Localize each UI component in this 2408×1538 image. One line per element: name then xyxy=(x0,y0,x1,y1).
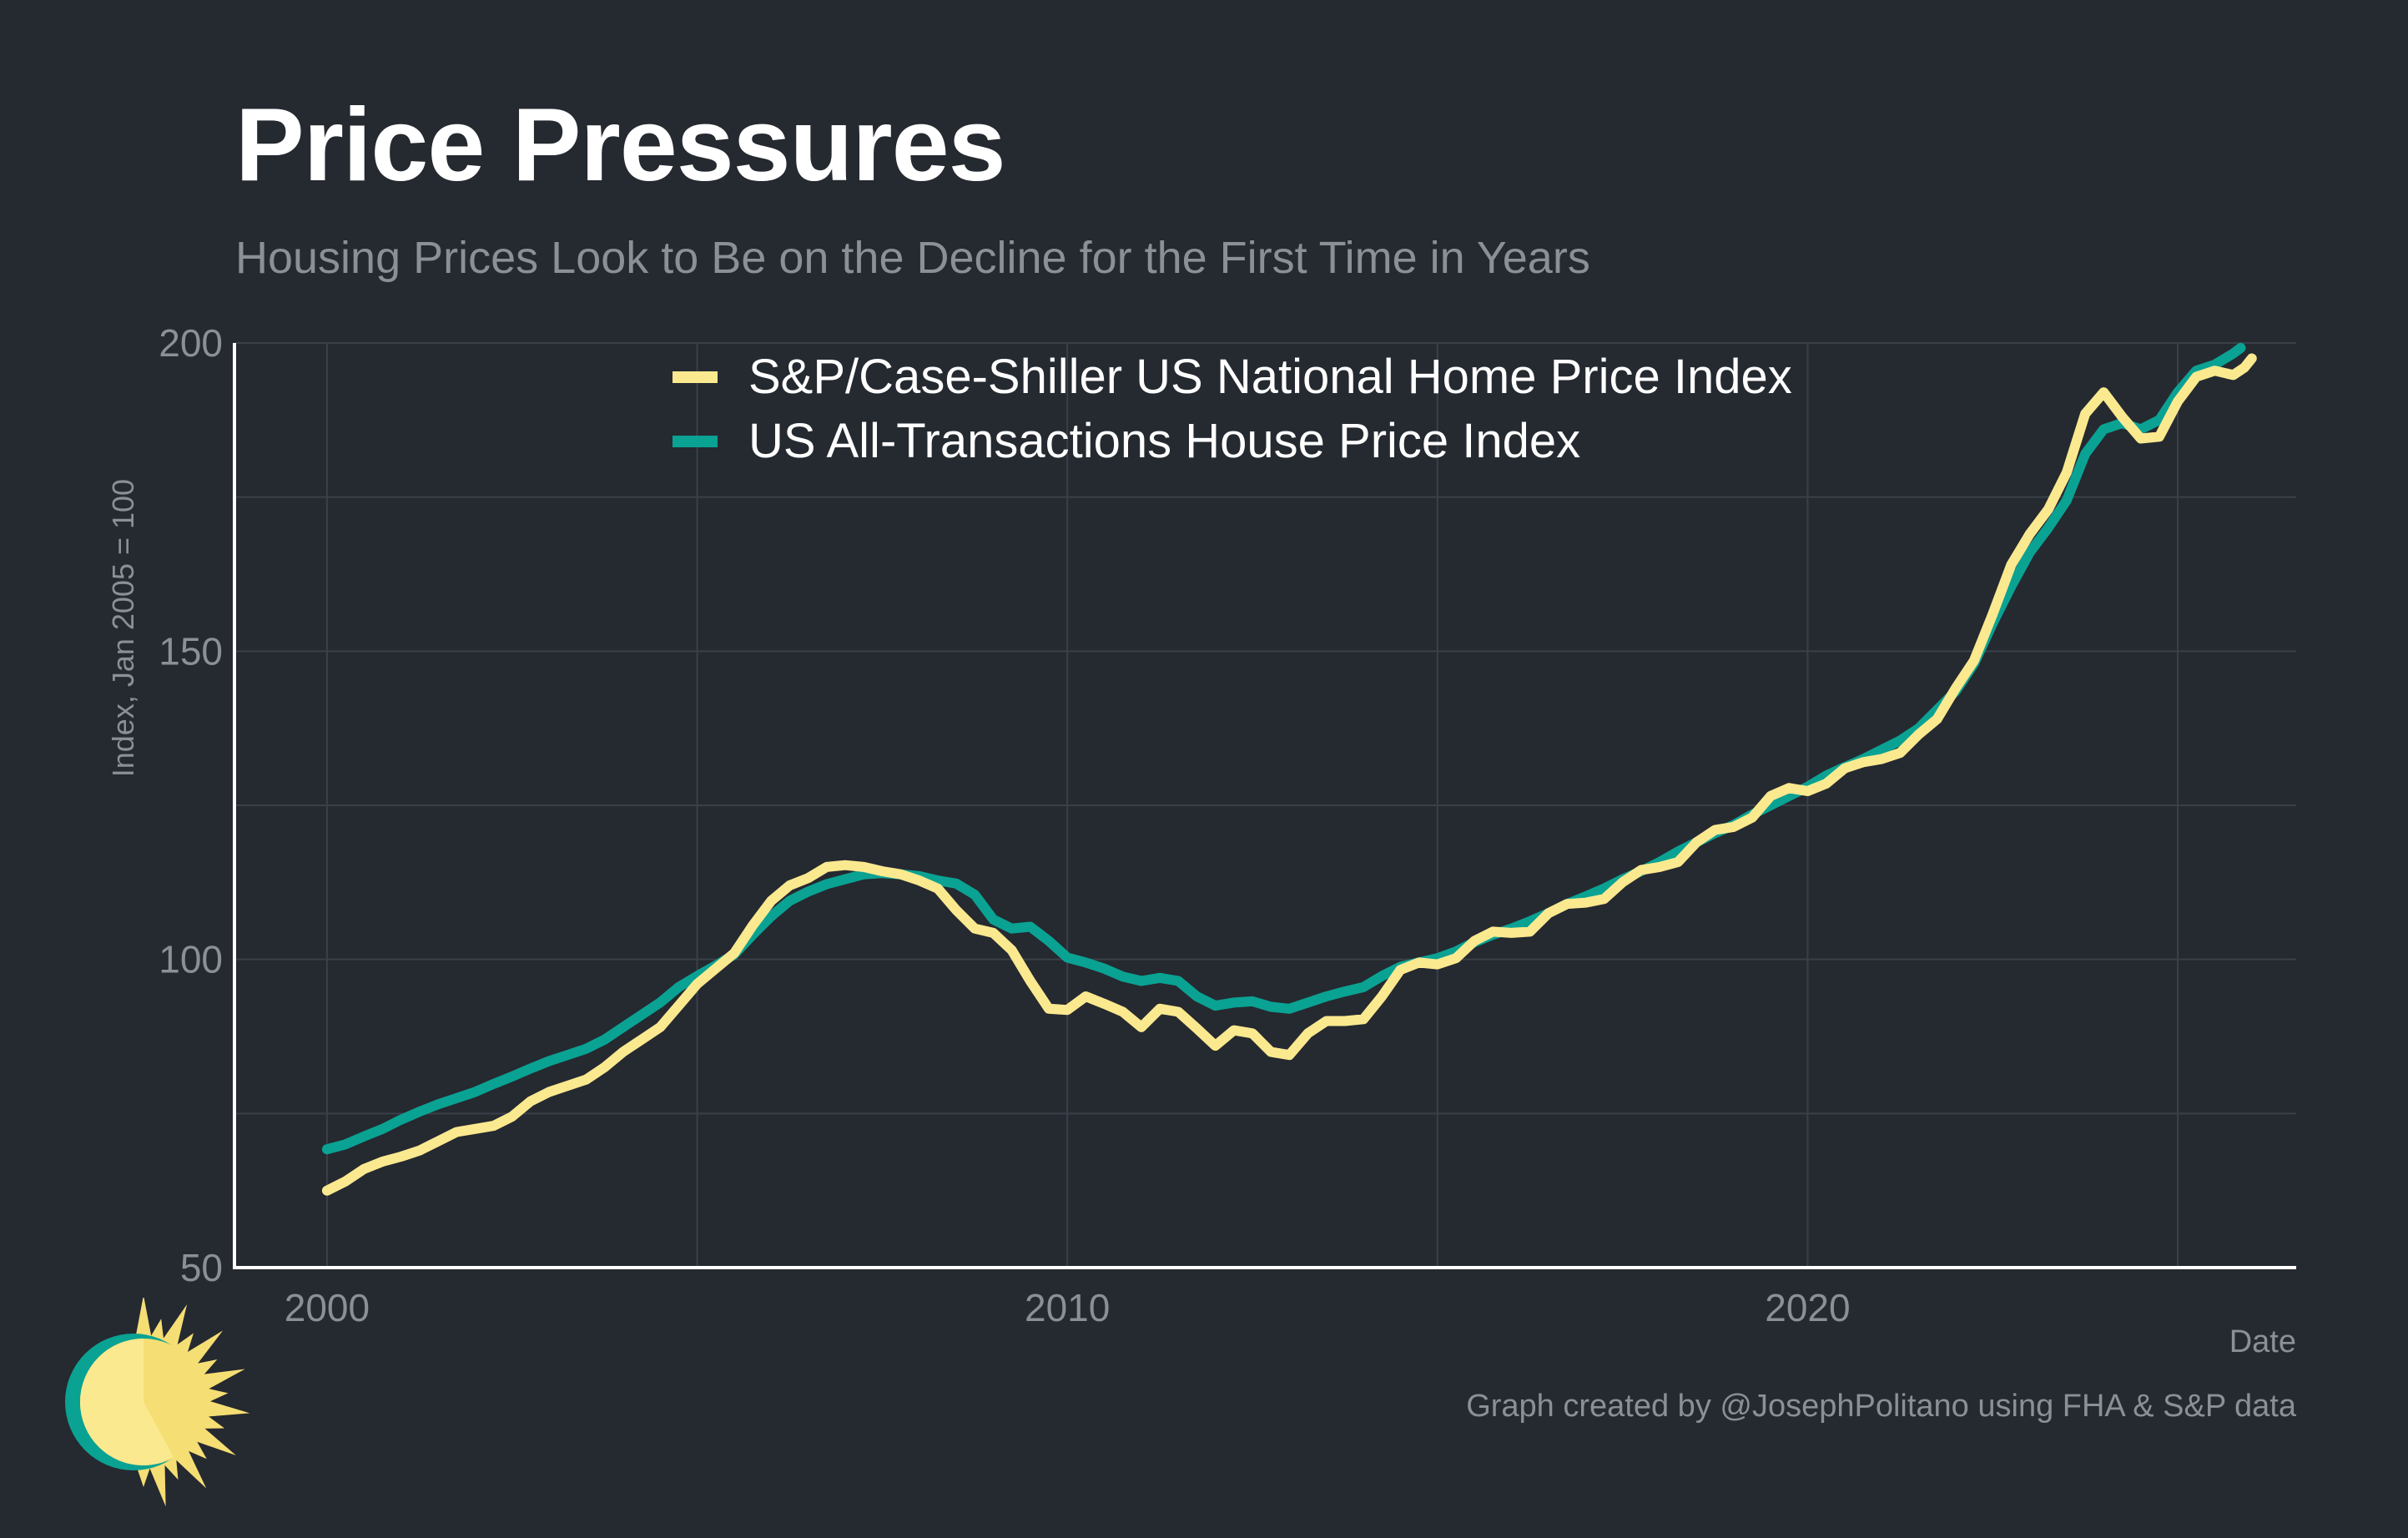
chart-title: Price Pressures xyxy=(235,88,1006,203)
y-tick-label: 200 xyxy=(159,321,223,365)
source-credit: Graph created by @JosephPolitano using F… xyxy=(1466,1389,2296,1424)
legend-label: S&P/Case-Shiller US National Home Price … xyxy=(748,350,1792,404)
y-tick-label: 100 xyxy=(159,938,223,981)
sun-ray xyxy=(158,1304,188,1354)
sun-clock-icon xyxy=(65,1298,250,1507)
y-tick-label: 50 xyxy=(180,1246,223,1289)
series-lines xyxy=(321,342,2257,1196)
x-tick-label: 2010 xyxy=(1025,1286,1110,1329)
y-axis-title: Index, Jan 2005 = 100 xyxy=(106,479,140,777)
legend: S&P/Case-Shiller US National Home Price … xyxy=(673,350,1792,468)
axes xyxy=(233,343,2296,1269)
y-tick-label: 150 xyxy=(159,629,223,673)
x-axis-title: Date xyxy=(2229,1324,2296,1359)
sun-ray xyxy=(133,1298,154,1344)
sun-ray xyxy=(179,1433,207,1460)
chart-subtitle: Housing Prices Look to Be on the Decline… xyxy=(235,233,1590,283)
series-line xyxy=(321,342,2246,1155)
sun-ray xyxy=(199,1399,250,1418)
grid-lines xyxy=(234,342,2296,1268)
sun-ray xyxy=(189,1422,236,1455)
x-tick-label: 2020 xyxy=(1765,1286,1850,1329)
series-line xyxy=(321,353,2257,1196)
tick-labels: 50 100 150 200 2000 2010 2020 Index, Jan 2005 =… xyxy=(106,321,2296,1359)
x-tick-label: 2000 xyxy=(285,1286,370,1329)
sun-ray xyxy=(146,1456,166,1507)
sun-ray xyxy=(195,1369,245,1394)
legend-label: US All-Transactions House Price Index xyxy=(748,414,1580,468)
